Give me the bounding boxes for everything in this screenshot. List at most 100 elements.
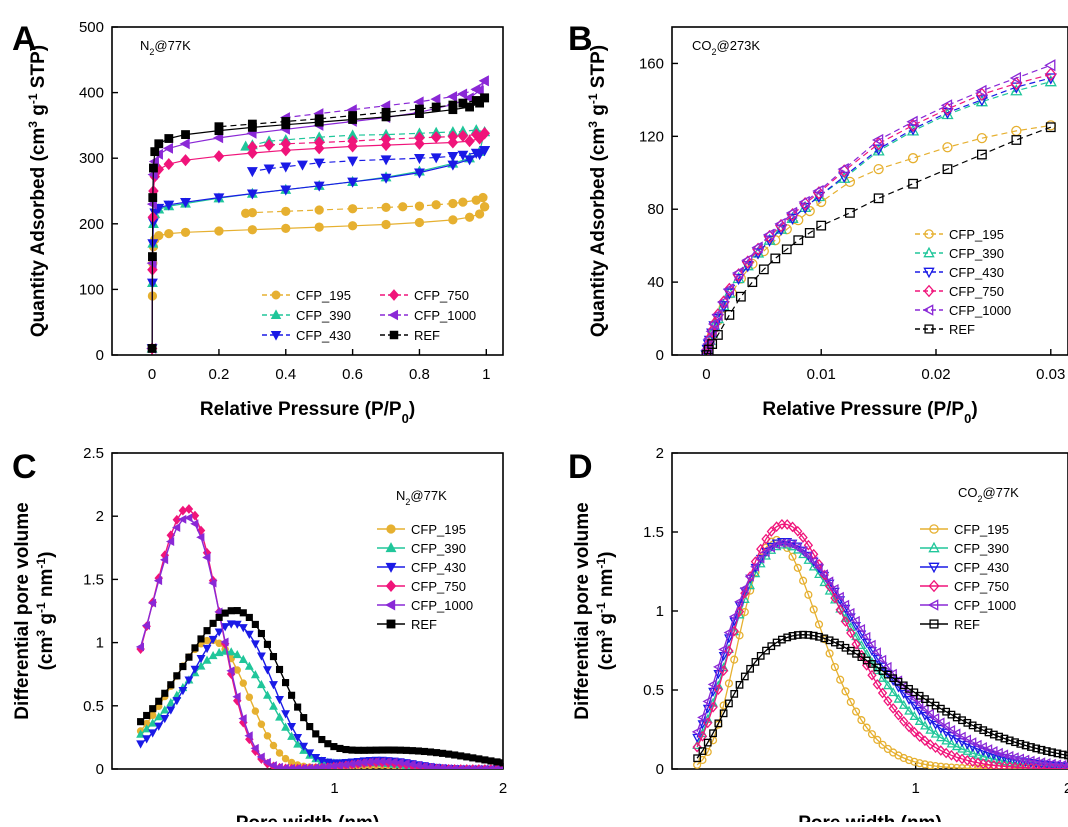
data-point: [257, 720, 266, 728]
data-point: [299, 742, 309, 751]
data-point: [478, 75, 489, 87]
data-point: [798, 532, 808, 543]
data-point: [415, 104, 424, 114]
data-point: [293, 733, 303, 743]
legend-marker: [922, 304, 934, 316]
legend-label: CFP_430: [411, 560, 466, 575]
data-point: [426, 748, 435, 756]
x-tick-label: 2: [499, 780, 507, 797]
data-point: [256, 679, 266, 689]
data-point: [1044, 75, 1057, 87]
data-point: [256, 752, 265, 762]
data-point: [384, 746, 392, 754]
legend-marker: [923, 284, 935, 298]
legend-label: CFP_195: [949, 227, 1004, 242]
data-point: [464, 212, 475, 222]
data-point: [904, 695, 914, 705]
data-point: [747, 277, 758, 288]
data-point: [481, 756, 489, 764]
data-point: [882, 661, 892, 672]
data-point: [239, 679, 248, 687]
data-point: [968, 764, 977, 769]
data-point: [430, 93, 441, 105]
panel-letter-C: C: [12, 448, 37, 486]
data-point: [829, 583, 839, 594]
data-point: [851, 638, 861, 650]
data-point: [1004, 757, 1015, 767]
data-point: [758, 264, 769, 275]
data-point: [312, 730, 320, 738]
axes-frame: [671, 26, 1068, 356]
data-point: [831, 638, 839, 647]
y-tick-label: 300: [79, 150, 104, 167]
data-point: [703, 738, 712, 747]
data-point: [413, 96, 424, 108]
x-tick-label: 0: [148, 366, 156, 383]
x-axis-label: Pore width (nm): [798, 813, 942, 822]
panel-letter-A: A: [12, 20, 37, 58]
y-tick-label: 0: [96, 761, 104, 778]
data-point: [136, 740, 146, 749]
data-point: [931, 761, 940, 769]
data-point: [342, 745, 350, 754]
data-point: [257, 629, 265, 638]
data-point: [347, 204, 358, 214]
data-point: [845, 621, 856, 631]
data-point: [862, 723, 871, 732]
data-point: [781, 244, 792, 255]
data-point: [915, 759, 924, 768]
data-point: [914, 698, 924, 709]
data-point: [487, 757, 495, 765]
data-point: [445, 750, 453, 758]
data-point: [179, 662, 187, 671]
data-point: [846, 627, 856, 639]
data-point: [878, 740, 887, 749]
data-point: [871, 647, 881, 658]
data-point: [470, 83, 481, 95]
data-point: [287, 731, 297, 740]
x-tick-label: 0.01: [807, 366, 836, 383]
data-point: [813, 186, 825, 200]
data-point: [882, 680, 893, 690]
data-point: [381, 202, 391, 213]
data-point: [464, 155, 476, 166]
data-point: [250, 640, 260, 649]
legend-label: CFP_195: [296, 288, 351, 303]
legend-marker: [271, 290, 281, 300]
data-point: [256, 652, 266, 661]
data-point: [751, 241, 763, 254]
data-point: [888, 687, 899, 697]
data-point: [196, 655, 206, 664]
data-point: [724, 679, 734, 688]
data-point: [952, 763, 961, 769]
series-CFP_1000: [135, 513, 503, 769]
data-point: [925, 716, 936, 726]
data-point: [347, 135, 358, 148]
data-point: [1044, 67, 1057, 82]
data-point: [149, 163, 158, 173]
data-point: [724, 310, 735, 320]
data-point: [208, 578, 217, 588]
data-point: [840, 616, 851, 627]
data-point: [825, 649, 834, 658]
data-point: [262, 757, 271, 767]
data-point: [1053, 749, 1062, 758]
data-point: [414, 131, 425, 144]
legend-label: CFP_390: [296, 308, 351, 323]
x-axis-label: Pore width (nm): [236, 813, 380, 822]
legend-label: REF: [414, 328, 440, 343]
x-tick-label: 0: [702, 366, 710, 383]
data-point: [280, 144, 292, 157]
data-point: [213, 132, 224, 144]
data-point: [740, 607, 749, 617]
legend-marker: [388, 289, 400, 301]
data-point: [142, 735, 152, 744]
data-point: [448, 198, 458, 209]
data-point: [1044, 73, 1057, 85]
data-point: [269, 701, 278, 710]
data-point: [479, 127, 490, 140]
data-point: [697, 712, 707, 723]
data-point: [414, 747, 423, 755]
y-tick-label: 2.5: [83, 445, 104, 462]
